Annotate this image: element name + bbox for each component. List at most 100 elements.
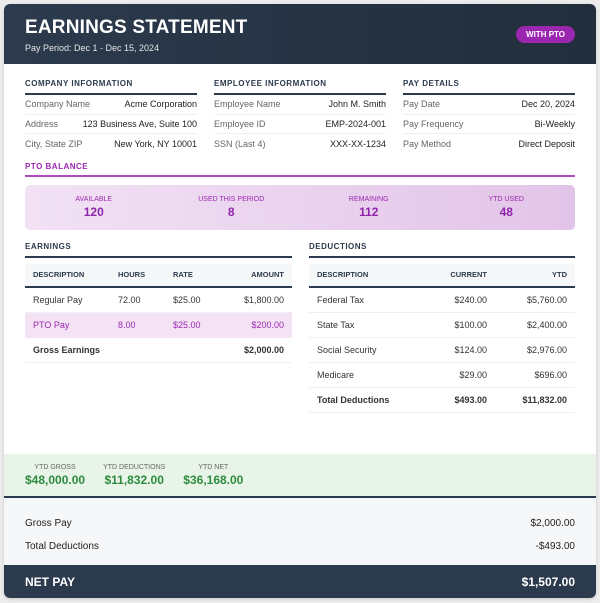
pay-summary: Gross Pay $2,000.00 Total Deductions -$493… bbox=[4, 498, 596, 565]
info-row: Employee Name John M. Smith bbox=[214, 95, 386, 115]
cell: $2,976.00 bbox=[526, 344, 567, 355]
label: SSN (Last 4) bbox=[214, 138, 266, 149]
info-row: SSN (Last 4) XXX-XX-1234 bbox=[214, 134, 386, 154]
deductions-table: DEDUCTIONS DESCRIPTION CURRENT YTD Federal… bbox=[309, 242, 575, 413]
pto-available: AVAILABLE 120 bbox=[25, 196, 163, 219]
table-row: Federal Tax $240.00 $5,760.00 bbox=[309, 288, 575, 313]
info-row: Pay Date Dec 20, 2024 bbox=[403, 95, 575, 115]
section-title: EARNINGS bbox=[25, 242, 292, 258]
section-title: PAY DETAILS bbox=[403, 79, 575, 95]
cell: State Tax bbox=[317, 319, 355, 330]
table-header: DESCRIPTION HOURS RATE AMOUNT bbox=[25, 263, 292, 288]
total-deductions-row: Total Deductions -$493.00 bbox=[25, 535, 575, 558]
cell: $25.00 bbox=[173, 320, 201, 330]
value: Direct Deposit bbox=[518, 138, 575, 149]
info-row: Pay Frequency Bi-Weekly bbox=[403, 115, 575, 134]
label: Pay Frequency bbox=[403, 118, 464, 129]
cell: $1,800.00 bbox=[243, 294, 284, 305]
page-title: EARNINGS STATEMENT bbox=[25, 17, 248, 38]
value: 48 bbox=[499, 204, 513, 219]
pto-remaining: REMAINING 112 bbox=[300, 196, 438, 219]
cell: $696.00 bbox=[534, 369, 567, 380]
value: Acme Corporation bbox=[124, 99, 197, 110]
cell: $5,760.00 bbox=[526, 294, 567, 305]
info-row: Pay Method Direct Deposit bbox=[403, 134, 575, 154]
cell: Federal Tax bbox=[317, 294, 364, 305]
ytd-gross: YTD GROSS $48,000.00 bbox=[25, 464, 85, 487]
net-pay-label: NET PAY bbox=[25, 574, 76, 589]
section-title: EMPLOYEE INFORMATION bbox=[214, 79, 386, 95]
pto-balance-box: AVAILABLE 120 USED THIS PERIOD 8 REMAINING… bbox=[25, 184, 576, 230]
info-row: Employee ID EMP-2024-001 bbox=[214, 115, 386, 134]
label: Employee ID bbox=[214, 118, 266, 129]
pto-ytd-used: YTD USED 48 bbox=[438, 196, 576, 219]
pto-badge: WITH PTO bbox=[516, 26, 575, 43]
cell: Social Security bbox=[317, 344, 377, 355]
value: 120 bbox=[83, 204, 104, 219]
value: $2,000.00 bbox=[530, 518, 576, 529]
label: YTD USED bbox=[488, 195, 524, 203]
cell: $2,400.00 bbox=[526, 319, 567, 330]
label: Pay Date bbox=[403, 99, 441, 110]
column-header: RATE bbox=[173, 270, 193, 279]
section-title: COMPANY INFORMATION bbox=[25, 79, 197, 95]
value: 8 bbox=[227, 204, 235, 219]
earnings-statement: EARNINGS STATEMENT Pay Period: Dec 1 - D… bbox=[4, 4, 596, 598]
label: USED THIS PERIOD bbox=[198, 195, 265, 203]
employee-info: EMPLOYEE INFORMATION Employee Name John M… bbox=[214, 79, 386, 154]
value: John M. Smith bbox=[328, 99, 386, 110]
cell: $29.00 bbox=[459, 369, 487, 380]
value: XXX-XX-1234 bbox=[329, 138, 386, 149]
table-row: State Tax $100.00 $2,400.00 bbox=[309, 313, 575, 338]
cell: 72.00 bbox=[118, 294, 141, 305]
header: EARNINGS STATEMENT Pay Period: Dec 1 - D… bbox=[4, 4, 596, 64]
label: YTD GROSS bbox=[34, 463, 76, 471]
info-row: Company Name Acme Corporation bbox=[25, 95, 197, 115]
cell: Regular Pay bbox=[33, 294, 83, 305]
net-pay-bar: NET PAY $1,507.00 bbox=[4, 565, 596, 598]
info-row: Address 123 Business Ave, Suite 100 bbox=[25, 115, 197, 134]
cell: PTO Pay bbox=[33, 320, 70, 330]
cell: $25.00 bbox=[173, 294, 201, 305]
pto-balance-title: PTO BALANCE bbox=[25, 162, 575, 177]
gross-pay-row: Gross Pay $2,000.00 bbox=[25, 512, 575, 535]
label: Total Deductions bbox=[25, 541, 99, 552]
value: 112 bbox=[359, 204, 379, 219]
value: Dec 20, 2024 bbox=[521, 99, 575, 110]
label: Employee Name bbox=[214, 99, 281, 110]
net-pay-value: $1,507.00 bbox=[521, 574, 575, 589]
column-header: CURRENT bbox=[450, 270, 487, 279]
cell: $2,000.00 bbox=[243, 344, 284, 355]
column-header: DESCRIPTION bbox=[33, 270, 85, 279]
cell: $200.00 bbox=[251, 320, 284, 330]
column-header: AMOUNT bbox=[251, 270, 284, 279]
table-row-total: Gross Earnings $2,000.00 bbox=[25, 338, 292, 363]
label: REMAINING bbox=[348, 195, 389, 203]
column-header: DESCRIPTION bbox=[317, 270, 369, 279]
cell: Medicare bbox=[317, 369, 355, 380]
label: Address bbox=[25, 118, 59, 129]
section-title: DEDUCTIONS bbox=[309, 242, 575, 258]
pay-period: Pay Period: Dec 1 - Dec 15, 2024 bbox=[25, 43, 160, 53]
info-row: City, State ZIP New York, NY 10001 bbox=[25, 134, 197, 154]
cell: $493.00 bbox=[454, 394, 487, 405]
value: -$493.00 bbox=[535, 541, 575, 552]
cell: Gross Earnings bbox=[33, 344, 101, 355]
table-row-total: Total Deductions $493.00 $11,832.00 bbox=[309, 388, 575, 413]
label: City, State ZIP bbox=[25, 138, 83, 149]
column-header: HOURS bbox=[118, 270, 146, 279]
label: Pay Method bbox=[403, 138, 452, 149]
value: $36,168.00 bbox=[183, 472, 244, 487]
pay-details: PAY DETAILS Pay Date Dec 20, 2024 Pay Fre… bbox=[403, 79, 575, 154]
value: EMP-2024-001 bbox=[325, 118, 386, 129]
company-info: COMPANY INFORMATION Company Name Acme Cor… bbox=[25, 79, 197, 154]
value: New York, NY 10001 bbox=[114, 138, 197, 149]
cell: Total Deductions bbox=[317, 394, 390, 405]
ytd-deductions: YTD DEDUCTIONS $11,832.00 bbox=[103, 464, 165, 487]
table-row: Regular Pay 72.00 $25.00 $1,800.00 bbox=[25, 288, 292, 313]
value: $11,832.00 bbox=[104, 472, 164, 487]
value: $48,000.00 bbox=[25, 472, 86, 487]
ytd-summary: YTD GROSS $48,000.00 YTD DEDUCTIONS $11,83… bbox=[4, 454, 596, 498]
column-header: YTD bbox=[552, 270, 567, 279]
label: Company Name bbox=[25, 99, 91, 110]
